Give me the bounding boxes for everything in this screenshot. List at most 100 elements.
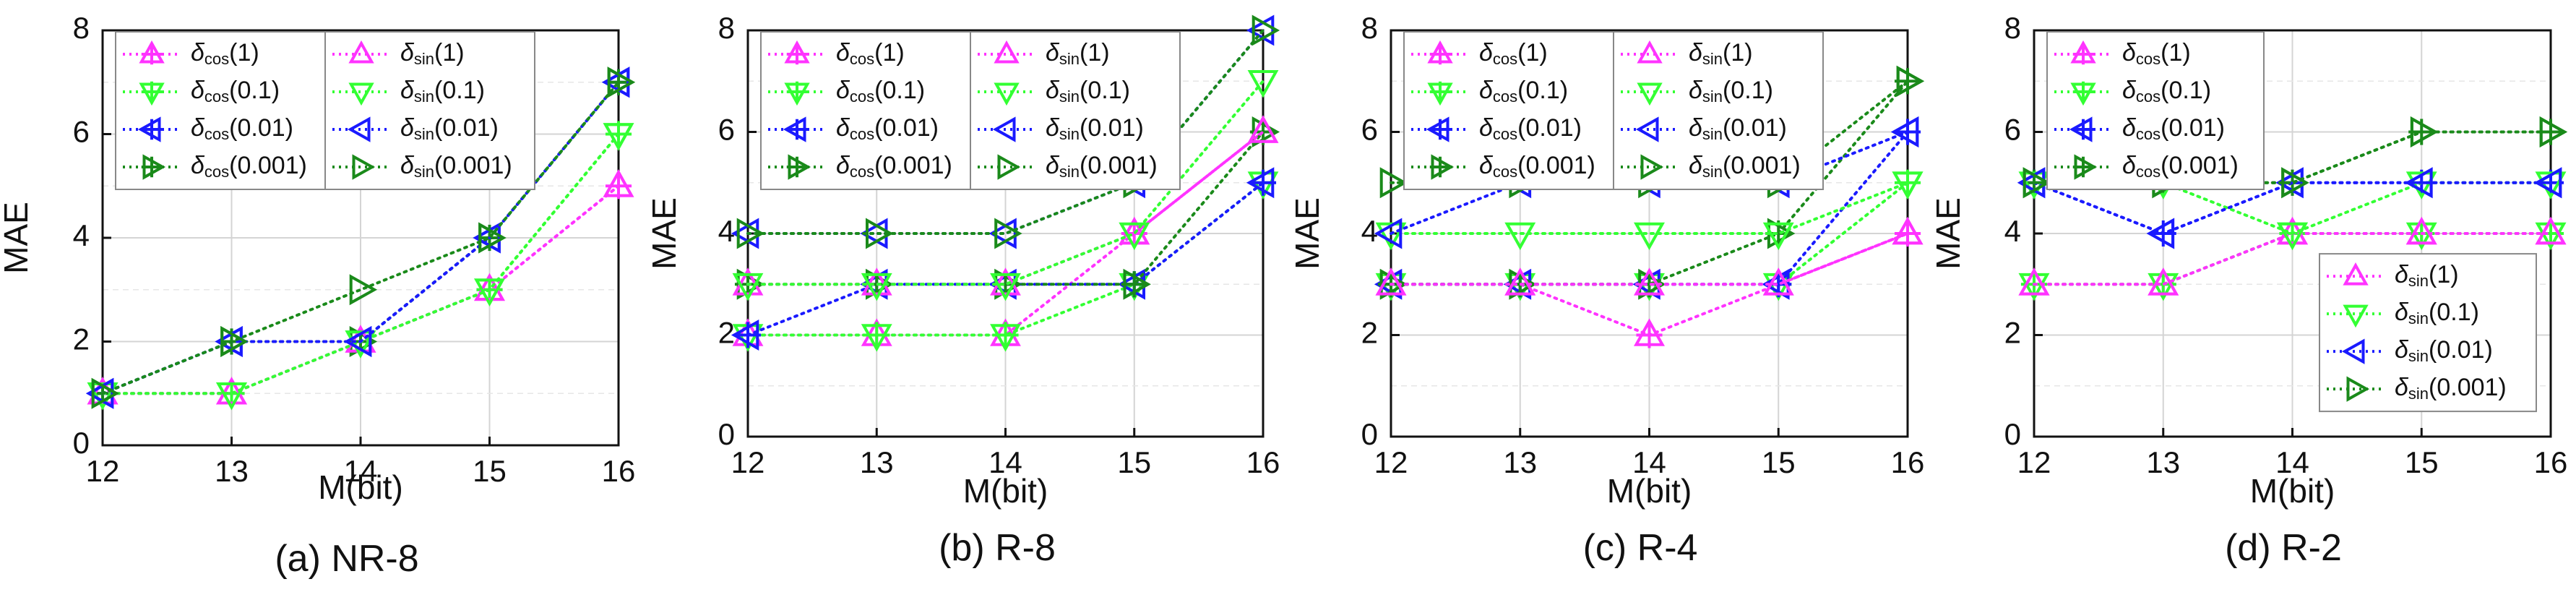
panel-caption: (d) R-2 bbox=[2225, 527, 2342, 569]
x-tick-label: 14 bbox=[344, 454, 378, 488]
legend-label: δcos(0.01) bbox=[836, 114, 939, 143]
x-axis: 12 13 14 15 16 bbox=[1374, 428, 1924, 479]
series-line bbox=[1390, 181, 1909, 235]
series-layer bbox=[2017, 116, 2568, 301]
series-layer bbox=[85, 67, 636, 411]
x-tick-label: 12 bbox=[731, 445, 765, 479]
legend-marker-left-plus-icon bbox=[1426, 116, 1451, 142]
data-point-up-icon bbox=[215, 377, 248, 405]
x-tick-label: 14 bbox=[2275, 445, 2309, 479]
legend-entry: δcos(0.001) bbox=[768, 152, 952, 181]
data-point-left-icon bbox=[343, 325, 372, 358]
data-point-left-icon bbox=[2146, 218, 2175, 249]
series-line bbox=[1390, 232, 1909, 286]
y-tick-label: 4 bbox=[73, 218, 90, 252]
legend-label: δsin(0.01) bbox=[400, 114, 499, 143]
data-point-up-icon bbox=[2148, 267, 2179, 296]
legend-marker-right-icon bbox=[352, 154, 376, 180]
legend-marker-right-icon bbox=[1640, 154, 1664, 180]
legend-marker-down-plus-icon bbox=[139, 81, 165, 106]
data-point-up-icon bbox=[2405, 216, 2437, 245]
x-tick-label: 15 bbox=[1762, 445, 1796, 479]
legend-marker-down-icon bbox=[2343, 304, 2369, 328]
legend-marker-right-icon bbox=[997, 154, 1021, 180]
data-point-down-icon bbox=[345, 330, 376, 359]
legend-entry: δsin(0.01) bbox=[1621, 114, 1787, 143]
x-tick-label: 14 bbox=[1632, 445, 1666, 479]
data-point-left-icon bbox=[2275, 167, 2304, 199]
legend-marker-right-icon bbox=[2346, 376, 2370, 402]
panel-caption: (b) R-8 bbox=[939, 527, 1056, 569]
data-point-right-icon bbox=[994, 218, 1022, 249]
legend-label: δsin(0.001) bbox=[400, 152, 512, 181]
legend-label: δcos(0.001) bbox=[191, 152, 307, 181]
series-7 bbox=[2017, 167, 2562, 249]
data-point-left-icon bbox=[2533, 167, 2562, 199]
data-point-up-icon bbox=[990, 267, 1021, 296]
legend-marker-left-icon bbox=[992, 116, 1016, 142]
panel-caption: (c) R-4 bbox=[1583, 527, 1698, 569]
data-point-right-icon bbox=[607, 67, 636, 98]
legend-entry: δcos(0.1) bbox=[2054, 77, 2211, 106]
y-tick-label: 2 bbox=[718, 316, 735, 350]
x-tick-label: 15 bbox=[1117, 445, 1151, 479]
data-point-right-icon bbox=[1252, 14, 1280, 46]
legend-marker-up-icon bbox=[994, 40, 1020, 64]
legend-label: δcos(0.01) bbox=[1479, 114, 1582, 143]
data-point-down-plus-icon bbox=[990, 322, 1021, 352]
legend-entry: δcos(0.01) bbox=[1411, 114, 1582, 143]
data-point-right-icon bbox=[866, 218, 894, 249]
legend-marker-left-icon bbox=[347, 116, 371, 142]
data-point-down-icon bbox=[2405, 171, 2437, 200]
x-axis-title: M(bit) bbox=[2250, 472, 2335, 510]
legend-label: δsin(1) bbox=[2395, 261, 2459, 290]
y-tick-label: 6 bbox=[2004, 113, 2021, 147]
data-point-up-icon bbox=[1892, 216, 1924, 245]
data-point-right-icon bbox=[2281, 167, 2309, 199]
data-point-down-icon bbox=[215, 382, 248, 411]
data-point-right-icon bbox=[478, 222, 507, 254]
legend-marker-up-plus-icon bbox=[784, 40, 810, 65]
panel-caption: (a) NR-8 bbox=[275, 538, 418, 580]
y-tick-label: 8 bbox=[1361, 11, 1378, 45]
x-axis-title: M(bit) bbox=[963, 472, 1048, 510]
data-point-up-icon bbox=[1375, 267, 1407, 296]
y-tick-label: 8 bbox=[73, 11, 90, 45]
data-point-down-plus-icon bbox=[861, 322, 892, 352]
data-point-right-icon bbox=[1896, 65, 1925, 97]
y-tick-label: 6 bbox=[718, 113, 735, 147]
x-tick-label: 12 bbox=[2017, 445, 2051, 479]
legend-label: δcos(1) bbox=[836, 39, 905, 68]
x-axis: 12 13 14 15 16 bbox=[731, 428, 1280, 479]
legend-entry: δsin(1) bbox=[1621, 39, 1753, 68]
legend-entry: δsin(0.001) bbox=[332, 152, 512, 181]
data-point-left-plus-icon bbox=[731, 319, 762, 351]
legend-marker-left-icon bbox=[1635, 116, 1659, 142]
legend-entry: δsin(0.001) bbox=[2327, 374, 2507, 403]
data-point-left-icon bbox=[1890, 116, 1919, 148]
data-point-up-icon bbox=[2535, 216, 2567, 245]
legend-label: δsin(0.001) bbox=[2395, 374, 2507, 403]
series-line bbox=[2033, 181, 2552, 236]
legend-entry: δcos(1) bbox=[2054, 39, 2191, 68]
data-point-down-icon bbox=[87, 382, 119, 411]
legend-label: δsin(0.01) bbox=[2395, 336, 2493, 365]
y-tick-label: 8 bbox=[2004, 11, 2021, 45]
legend-marker-right-plus-icon bbox=[2072, 154, 2098, 180]
legend-entry: δcos(0.01) bbox=[768, 114, 939, 143]
legend-entry: δcos(0.1) bbox=[1411, 77, 1568, 106]
legend-marker-left-plus-icon bbox=[783, 116, 808, 142]
legend-marker-up-icon bbox=[1637, 40, 1663, 64]
x-axis: 12 13 14 15 16 bbox=[86, 437, 636, 488]
data-point-left-plus-icon bbox=[1246, 167, 1277, 199]
legend-label: δcos(0.001) bbox=[2122, 152, 2239, 181]
x-tick-label: 14 bbox=[988, 445, 1022, 479]
x-tick-label: 16 bbox=[602, 454, 636, 488]
legend-label: δcos(0.1) bbox=[1479, 77, 1568, 106]
legend-label: δsin(0.001) bbox=[1046, 152, 1158, 181]
data-point-up-plus-icon bbox=[1633, 318, 1666, 348]
x-tick-label: 16 bbox=[2534, 445, 2568, 479]
data-point-down-icon bbox=[1504, 222, 1536, 251]
